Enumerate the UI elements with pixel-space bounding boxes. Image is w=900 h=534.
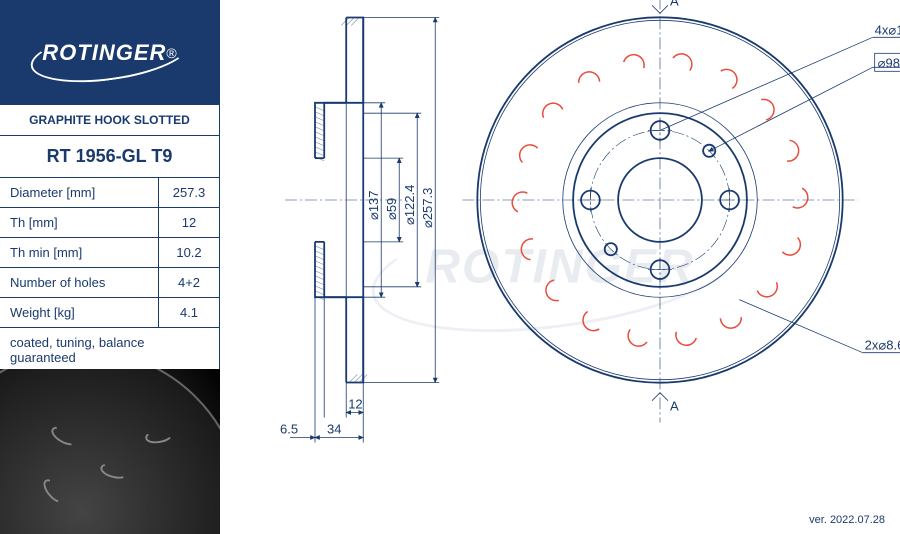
spec-value: 10.2	[159, 238, 219, 267]
svg-text:A: A	[670, 0, 679, 8]
spec-value: 4.1	[159, 298, 219, 327]
spec-sidebar: ROTINGER ® GRAPHITE HOOK SLOTTED RT 1956…	[0, 0, 220, 534]
technical-drawing: ROTINGER ⌀137⌀59⌀122.4⌀257.312346.54x⌀13…	[220, 0, 900, 534]
svg-text:A: A	[670, 399, 679, 414]
spec-value: 12	[159, 208, 219, 237]
spec-row: Weight [kg]4.1	[0, 298, 219, 328]
spec-label: Diameter [mm]	[0, 178, 159, 207]
spec-row: Diameter [mm]257.3	[0, 178, 219, 208]
spec-value: 257.3	[159, 178, 219, 207]
svg-text:34: 34	[327, 422, 341, 437]
spec-row: Th [mm]12	[0, 208, 219, 238]
svg-text:12: 12	[348, 397, 362, 412]
spec-row: Th min [mm]10.2	[0, 238, 219, 268]
spec-label: Number of holes	[0, 268, 159, 297]
spec-row: Number of holes4+2	[0, 268, 219, 298]
svg-text:⌀257.3: ⌀257.3	[420, 188, 435, 228]
brand-logo: ROTINGER ®	[0, 0, 219, 105]
product-photo	[0, 369, 220, 534]
drawing-svg: ⌀137⌀59⌀122.4⌀257.3 12 34 6.5 4x⌀13.2 ⌀98 2x⌀8…	[220, 0, 900, 534]
product-note: coated, tuning, balance guaranteed	[0, 328, 219, 373]
svg-text:⌀59: ⌀59	[384, 198, 399, 220]
spec-label: Weight [kg]	[0, 298, 159, 327]
svg-text:⌀137: ⌀137	[366, 190, 381, 220]
spec-value: 4+2	[159, 268, 219, 297]
part-number: RT 1956-GL T9	[0, 136, 219, 178]
version-text: ver. 2022.07.28	[809, 514, 885, 526]
svg-text:4x⌀13.2: 4x⌀13.2	[875, 22, 900, 37]
svg-text:6.5: 6.5	[280, 422, 298, 437]
product-subtitle: GRAPHITE HOOK SLOTTED	[0, 105, 219, 136]
svg-text:⌀122.4: ⌀122.4	[402, 185, 417, 225]
svg-text:2x⌀8.6: 2x⌀8.6	[865, 338, 900, 353]
svg-text:⌀98: ⌀98	[878, 55, 900, 70]
spec-label: Th [mm]	[0, 208, 159, 237]
spec-label: Th min [mm]	[0, 238, 159, 267]
